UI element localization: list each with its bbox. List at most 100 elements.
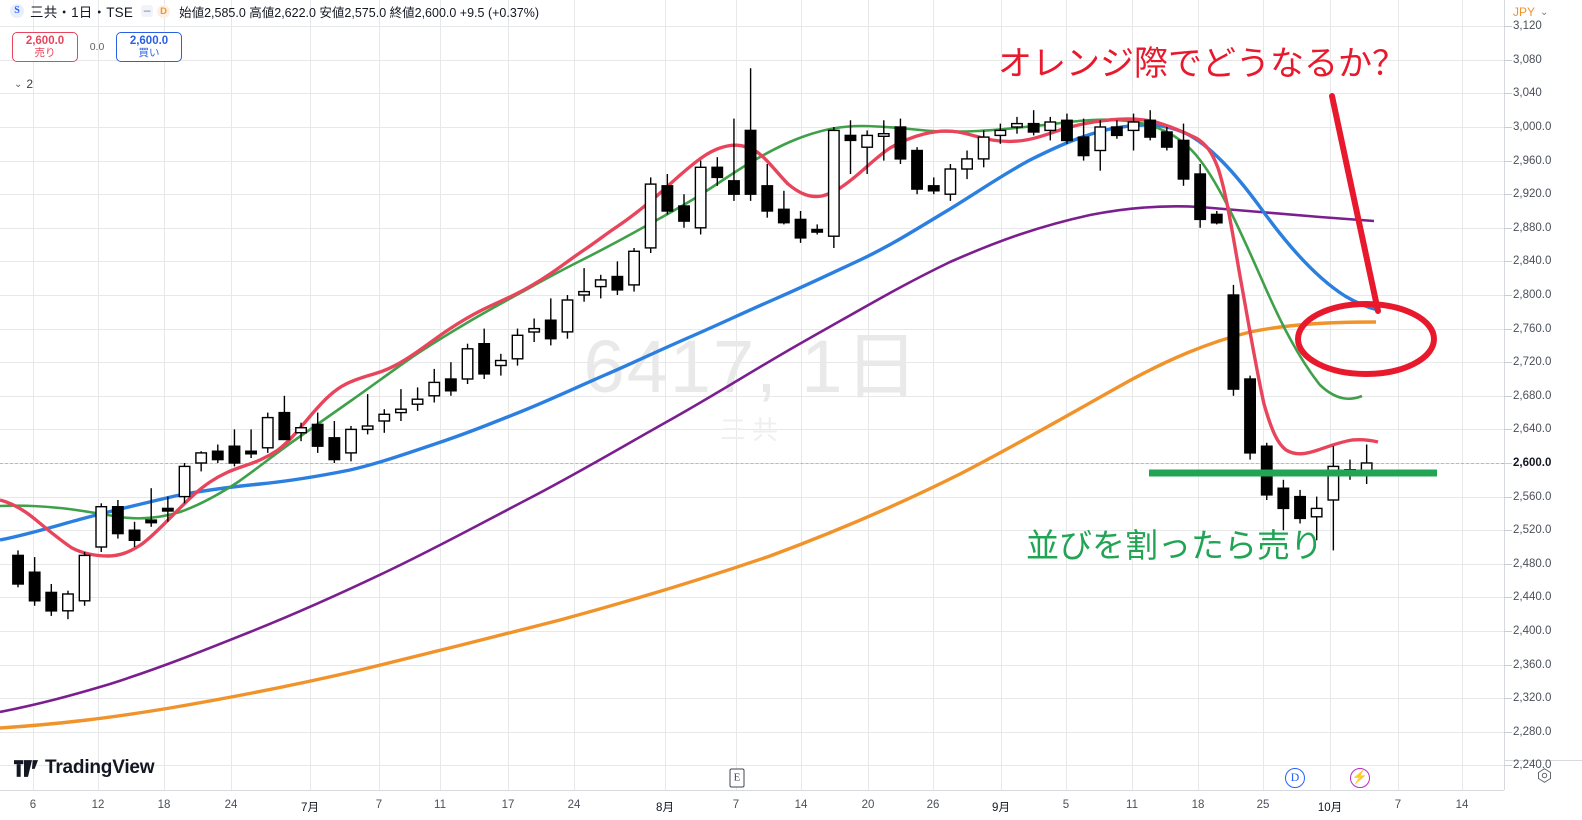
candle-body <box>1277 487 1290 510</box>
gridline-horizontal <box>0 530 1504 532</box>
candle <box>78 552 91 606</box>
chevron-down-icon[interactable]: ⌄ <box>14 78 23 90</box>
candle <box>594 274 607 299</box>
red-arrow-annotation[interactable] <box>1329 93 1381 314</box>
drawing-layer[interactable] <box>0 0 1504 790</box>
trade-panel[interactable]: 2,600.0 売り 0.0 2,600.0 買い <box>12 32 182 62</box>
candle <box>1127 113 1140 151</box>
time-axis-label: 14 <box>794 799 808 811</box>
chart-plot-area[interactable]: 6417, 1日 三共 オレンジ際でどうなるか？ 並びを割ったら売り E D ⚡ <box>0 0 1504 790</box>
gridline-vertical <box>1398 0 1399 790</box>
interval-badge[interactable]: D <box>157 4 171 18</box>
candle <box>1011 116 1023 134</box>
candle <box>111 500 124 539</box>
gridline-horizontal <box>0 362 1504 364</box>
chart-legend: S 三共・1日・TSE – D 始値2,585.0 高値2,622.0 安値2,… <box>0 0 1504 22</box>
candle <box>1194 164 1207 228</box>
dividend-marker-icon[interactable]: D <box>1285 768 1305 788</box>
price-axis-tick <box>1504 731 1512 733</box>
candle-body <box>378 413 391 422</box>
candle-body <box>161 507 174 512</box>
symbol-title[interactable]: 三共・1日・TSE <box>30 5 134 20</box>
gridline-vertical <box>1462 0 1463 790</box>
candle-body <box>678 205 690 222</box>
candle <box>1160 127 1173 151</box>
candle-body <box>661 185 674 212</box>
candle-body <box>528 327 541 333</box>
candle <box>461 343 474 384</box>
candle <box>794 211 807 243</box>
annotation-text-orange-question[interactable]: オレンジ際でどうなるか？ <box>998 44 1406 84</box>
candle <box>744 68 757 201</box>
candle <box>395 389 407 421</box>
red-ellipse-highlight[interactable] <box>1295 301 1437 377</box>
candle-body <box>1177 139 1190 180</box>
ma200-line <box>0 320 1377 730</box>
brand-name: TradingView <box>45 757 155 778</box>
candle <box>678 194 690 228</box>
candle-body <box>1110 126 1123 137</box>
price-axis-tick <box>1504 93 1512 95</box>
candle <box>578 268 590 302</box>
candle <box>28 557 41 606</box>
candle <box>1044 116 1057 141</box>
price-axis-label: 2,560.0 <box>1513 490 1552 503</box>
candle-body <box>195 452 208 464</box>
time-axis-label: 7 <box>1394 799 1402 811</box>
candle-body <box>761 185 774 212</box>
candle <box>728 118 740 201</box>
sell-button[interactable]: 2,600.0 売り <box>12 32 78 62</box>
currency-selector[interactable]: JPY ⌄ <box>1505 1 1582 23</box>
candle <box>711 157 724 186</box>
candle-body <box>1210 213 1223 224</box>
candle <box>544 298 557 346</box>
symbol-logo-icon: S <box>10 4 24 18</box>
gridline-horizontal <box>0 496 1504 498</box>
candle-body <box>594 279 607 288</box>
gridline-vertical <box>801 0 802 790</box>
gridline-horizontal <box>0 765 1504 767</box>
gridline-horizontal <box>0 26 1504 28</box>
gridline-vertical <box>231 0 232 790</box>
candle <box>428 368 441 403</box>
minus-icon[interactable]: – <box>141 4 154 17</box>
currency-label: JPY <box>1513 5 1536 19</box>
time-axis-label: 10月 <box>1317 802 1343 814</box>
candle <box>661 174 674 215</box>
gridline-vertical <box>440 0 441 790</box>
chevron-down-icon[interactable]: ⌄ <box>1540 6 1549 18</box>
price-axis[interactable]: JPY ⌄ 3,120 3,080 3,040 3,000.0 2,960.0 2,920… <box>1504 0 1582 790</box>
earnings-marker-icon[interactable]: E <box>729 768 745 788</box>
last-price-line <box>0 463 1504 464</box>
split-marker-icon[interactable]: ⚡ <box>1350 768 1370 788</box>
candle <box>211 444 224 463</box>
gridline-horizontal <box>0 59 1504 61</box>
ma5-line <box>0 117 1379 558</box>
time-axis-label: 12 <box>91 799 105 811</box>
buy-button[interactable]: 2,600.0 買い <box>116 32 182 62</box>
candle <box>328 421 341 463</box>
price-axis-label: 3,040 <box>1513 87 1542 100</box>
sell-price: 2,600.0 <box>25 35 65 48</box>
time-axis-label: 20 <box>861 799 875 811</box>
price-axis-tick <box>1504 698 1512 700</box>
quantity-stepper[interactable]: ⌄ 2 <box>12 76 39 92</box>
candle <box>361 394 374 435</box>
moving-average-layer <box>0 117 1379 730</box>
earnings-marker-icon-glyph: E <box>729 768 745 788</box>
gridline-horizontal <box>0 563 1504 565</box>
price-axis-settings-button[interactable] <box>1505 760 1582 790</box>
gridline-horizontal <box>0 295 1504 296</box>
annotation-text-sell-signal[interactable]: 並びを割ったら売り <box>1026 526 1323 565</box>
time-axis[interactable]: 6 12 18 24 7月 7 11 17 24 8月 7 14 20 26 9月 5 11 18 25 10月 7 14 <box>0 790 1504 820</box>
price-axis-label: 2,360.0 <box>1513 658 1552 671</box>
candle <box>628 248 640 292</box>
candle-body <box>1160 131 1173 148</box>
price-axis-label: 3,000.0 <box>1513 121 1552 133</box>
candle-body <box>911 149 923 190</box>
candle <box>1327 446 1340 551</box>
candle-body <box>728 180 740 195</box>
gridline-horizontal <box>0 127 1504 128</box>
candle <box>1227 284 1240 396</box>
candle-body <box>178 465 191 498</box>
